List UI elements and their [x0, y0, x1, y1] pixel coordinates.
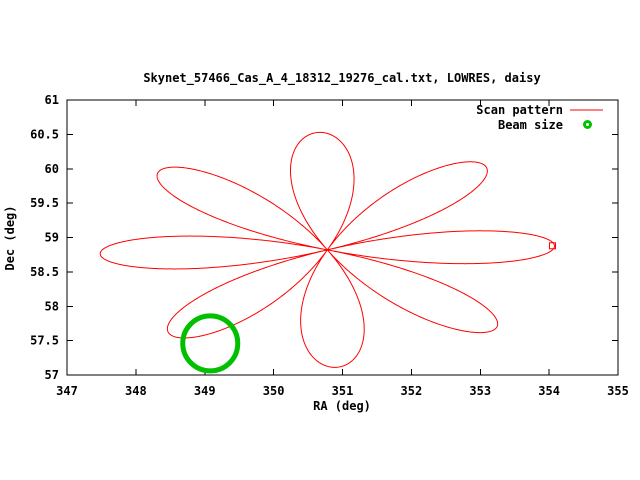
x-tick-label: 354 [538, 384, 560, 398]
y-tick-label: 60.5 [30, 127, 59, 141]
legend-beam-marker-icon [583, 120, 592, 129]
y-tick-label: 61 [45, 93, 59, 107]
y-tick-label: 57.5 [30, 334, 59, 348]
plot-frame-layer: 347 348 349 350 351 352 353 354 355 57 57.5 58 58.5 5… [30, 93, 629, 398]
x-tick-label: 352 [401, 384, 423, 398]
y-tick-label: 58.5 [30, 265, 59, 279]
x-tick-label: 351 [332, 384, 354, 398]
x-tick-label: 353 [469, 384, 491, 398]
x-tick-label: 347 [56, 384, 78, 398]
y-tick-label: 60 [45, 162, 59, 176]
legend-label-beam-size: Beam size [498, 118, 563, 132]
scan-start-hook [548, 242, 556, 250]
x-tick-label: 348 [125, 384, 147, 398]
x-tick-label: 355 [607, 384, 629, 398]
y-tick-label: 59.5 [30, 196, 59, 210]
y-tick-label: 57 [45, 368, 59, 382]
scan-pattern-curve [99, 131, 555, 368]
x-axis-label: RA (deg) [313, 399, 371, 413]
chart-title: Skynet_57466_Cas_A_4_18312_19276_cal.txt… [143, 71, 540, 86]
y-tick-label: 59 [45, 231, 59, 245]
legend-label-scan-pattern: Scan pattern [476, 103, 563, 117]
x-tick-label: 350 [263, 384, 285, 398]
legend: Scan pattern Beam size [476, 103, 603, 132]
series-layer [99, 131, 556, 374]
beam-size-circle [180, 313, 241, 374]
y-axis-label: Dec (deg) [3, 205, 17, 270]
y-tick-label: 58 [45, 299, 59, 313]
x-tick-label: 349 [194, 384, 216, 398]
